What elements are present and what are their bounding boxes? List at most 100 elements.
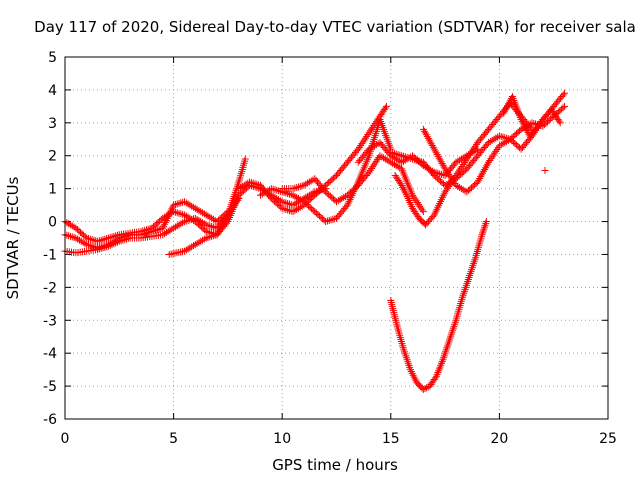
data-point	[197, 208, 205, 216]
data-point	[456, 156, 464, 164]
data-point	[370, 161, 378, 169]
data-point	[355, 143, 363, 151]
data-point	[282, 205, 290, 213]
data-point	[539, 116, 547, 124]
data-point	[152, 226, 159, 234]
data-point	[421, 385, 429, 393]
data-point	[282, 199, 290, 207]
data-point	[182, 217, 190, 225]
data-point	[520, 121, 528, 129]
data-point	[289, 208, 297, 216]
data-point	[427, 140, 435, 148]
data-point	[70, 233, 78, 241]
data-point	[500, 109, 508, 117]
data-point	[99, 236, 107, 244]
data-point	[354, 145, 362, 153]
x-tick-label: 20	[490, 431, 508, 447]
data-point	[486, 156, 494, 164]
data-point	[366, 127, 374, 135]
data-point	[385, 157, 393, 165]
data-point	[94, 237, 102, 245]
data-point	[190, 242, 198, 250]
data-point	[162, 229, 170, 237]
data-point	[193, 205, 201, 213]
data-point	[195, 216, 203, 224]
data-point	[106, 241, 114, 249]
data-point	[121, 236, 129, 244]
data-point	[305, 178, 313, 186]
data-point	[495, 142, 503, 150]
data-point	[555, 117, 563, 125]
data-point	[481, 165, 489, 173]
data-point	[365, 145, 373, 153]
data-point	[412, 197, 420, 205]
data-point	[186, 201, 194, 209]
data-point	[503, 103, 511, 111]
data-point	[191, 214, 199, 222]
data-point	[523, 126, 531, 134]
data-point	[530, 127, 538, 135]
data-point	[119, 236, 127, 244]
data-point	[94, 246, 102, 254]
x-axis-title: GPS time / hours	[272, 456, 398, 474]
data-point	[271, 186, 279, 194]
data-point	[336, 196, 344, 204]
data-point	[485, 139, 493, 147]
data-point	[264, 187, 272, 195]
data-point	[438, 358, 446, 366]
data-point	[367, 125, 375, 133]
data-point	[365, 168, 373, 176]
data-point	[475, 176, 483, 184]
y-tick-labels: -6 -5 -4 -3 -2 -1 0 1 2 3 4 5	[43, 50, 57, 428]
data-point	[478, 171, 486, 179]
data-point	[490, 135, 498, 143]
data-point	[190, 203, 198, 211]
data-point	[459, 186, 467, 194]
data-point	[269, 185, 277, 193]
data-point	[416, 157, 424, 165]
data-point	[184, 216, 192, 224]
data-point	[309, 176, 317, 184]
data-point	[374, 155, 382, 163]
data-point	[383, 156, 391, 164]
data-point	[302, 180, 310, 188]
data-point	[191, 241, 199, 249]
data-point	[447, 179, 455, 187]
data-point	[482, 219, 490, 227]
data-point	[164, 227, 172, 235]
data-point	[104, 242, 112, 250]
data-point	[291, 200, 299, 208]
data-point	[403, 153, 411, 161]
data-point	[260, 189, 268, 197]
data-point	[409, 191, 417, 199]
data-point	[423, 219, 431, 227]
data-point	[452, 171, 460, 179]
data-point	[153, 226, 161, 234]
data-point	[291, 184, 299, 192]
data-point	[394, 151, 402, 159]
data-point	[419, 385, 427, 393]
data-point	[446, 172, 454, 180]
data-point	[202, 234, 210, 242]
plot-frame	[64, 56, 609, 420]
data-point	[471, 142, 479, 150]
data-point	[416, 202, 424, 210]
data-point	[439, 161, 447, 169]
data-point	[161, 230, 169, 238]
data-point	[453, 170, 461, 178]
data-point	[357, 141, 365, 149]
data-point	[540, 114, 548, 122]
data-point	[211, 224, 219, 232]
data-point	[256, 191, 264, 199]
data-point	[482, 164, 490, 172]
data-point	[495, 132, 503, 140]
data-point	[206, 222, 214, 230]
data-point	[460, 159, 468, 167]
data-point	[168, 225, 176, 233]
data-point	[99, 244, 107, 252]
data-point	[484, 160, 492, 168]
data-point	[380, 154, 388, 162]
data-point	[361, 134, 369, 142]
data-point	[186, 244, 194, 252]
data-point	[381, 155, 389, 163]
